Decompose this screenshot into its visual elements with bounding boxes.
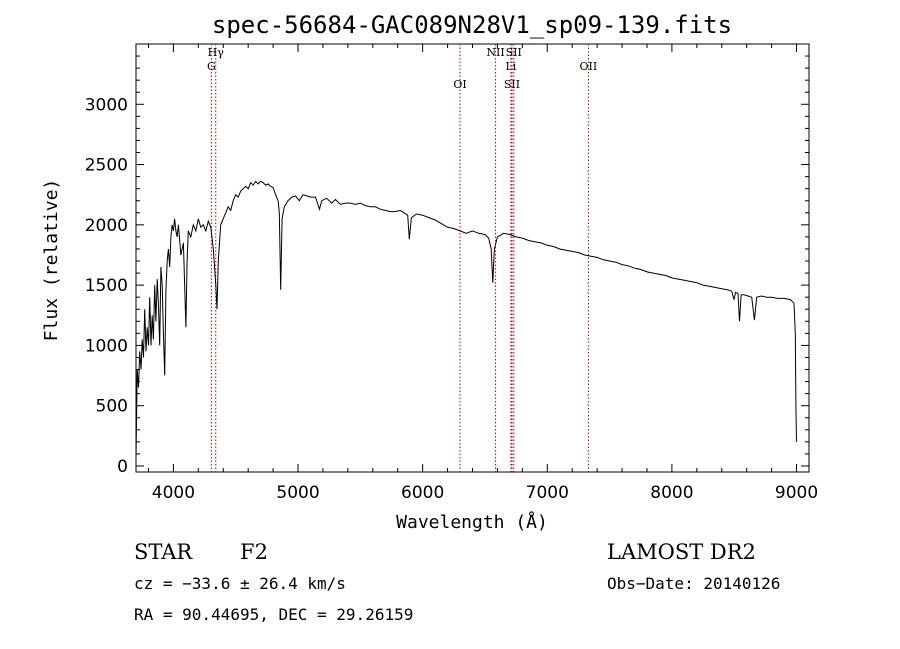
- x-tick-label: 7000: [526, 483, 569, 503]
- marker-label: Hγ: [208, 46, 225, 59]
- marker-label: SII: [506, 46, 522, 59]
- observation-date: Obs−Date: 20140126: [607, 574, 780, 593]
- plot-frame: [135, 43, 810, 473]
- y-tick-label: 1500: [85, 276, 128, 296]
- x-tick-label: 8000: [650, 483, 693, 503]
- x-axis-ticks: 4000 5000 6000 7000 8000 9000: [147, 44, 818, 503]
- y-axis-ticks: 0 500 1000 1500 2000 2500 3000: [85, 55, 809, 477]
- survey-name: LAMOST DR2: [607, 540, 756, 564]
- y-tick-label: 2500: [85, 156, 128, 176]
- y-tick-label: 0: [117, 457, 128, 477]
- sky-coordinates: RA = 90.44695, DEC = 29.26159: [134, 605, 413, 624]
- object-type: STAR: [134, 540, 193, 564]
- marker-label: OI: [453, 78, 466, 91]
- x-tick-label: 5000: [276, 483, 319, 503]
- redshift-velocity: cz = −33.6 ± 26.4 km/s: [134, 574, 346, 593]
- x-tick-label: 9000: [775, 483, 818, 503]
- y-tick-label: 2000: [85, 216, 128, 236]
- y-tick-label: 500: [96, 397, 128, 417]
- y-axis-label: Flux (relative): [41, 179, 62, 342]
- x-axis-label: Wavelength (Å): [396, 511, 548, 533]
- y-tick-label: 1000: [85, 336, 128, 356]
- x-tick-label: 6000: [401, 483, 444, 503]
- marker-label: OII: [580, 60, 598, 73]
- spectrum-line: [135, 180, 797, 460]
- marker-label: G: [207, 60, 216, 73]
- marker-label: Li: [505, 60, 516, 73]
- marker-label: SII: [504, 78, 520, 91]
- chart-title: spec-56684-GAC089N28V1_sp09-139.fits: [212, 11, 732, 39]
- marker-label: NII: [486, 46, 504, 59]
- x-tick-label: 4000: [152, 483, 195, 503]
- y-tick-label: 3000: [85, 95, 128, 115]
- spectral-subclass: F2: [240, 540, 268, 564]
